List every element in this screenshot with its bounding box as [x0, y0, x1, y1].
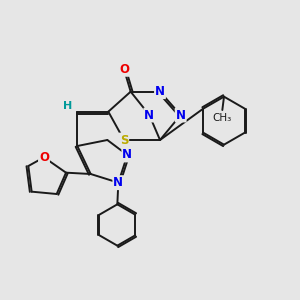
Text: N: N	[155, 85, 165, 98]
Text: O: O	[119, 63, 129, 76]
Text: N: N	[113, 176, 123, 189]
Text: O: O	[39, 151, 49, 164]
Text: H: H	[63, 101, 72, 111]
Text: S: S	[120, 134, 128, 146]
Text: N: N	[122, 148, 132, 161]
Text: CH₃: CH₃	[213, 113, 232, 123]
Text: N: N	[144, 109, 154, 122]
Text: N: N	[176, 109, 186, 122]
